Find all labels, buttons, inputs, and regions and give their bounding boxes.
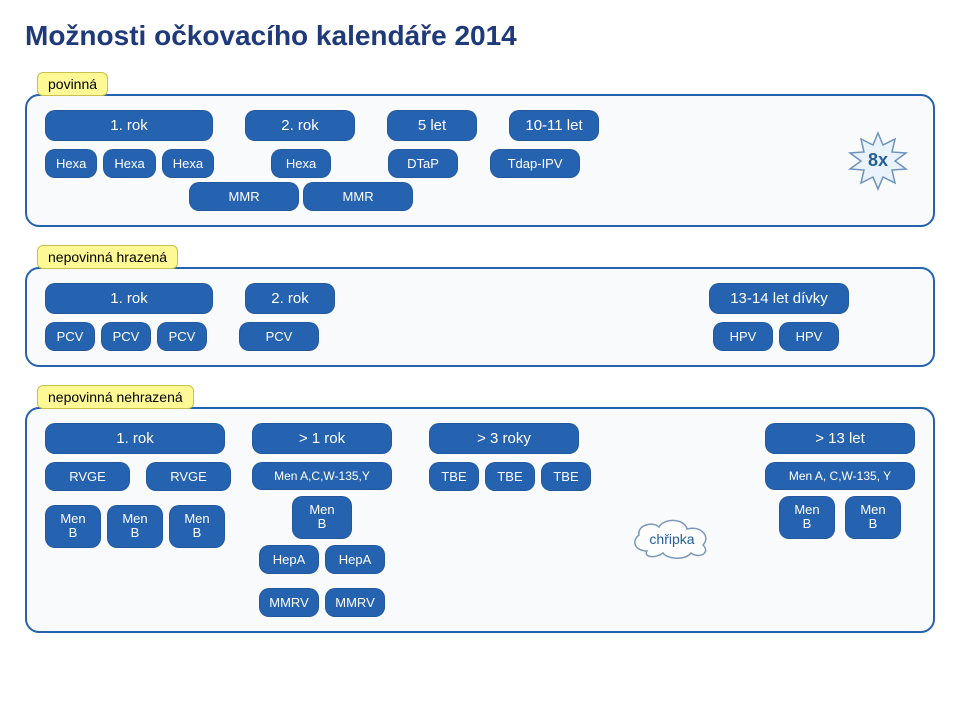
funded-items-row: PCV PCV PCV PCV HPV HPV [45, 322, 915, 351]
header-u-gt13: > 13 let [765, 423, 915, 454]
menb-5: Men B [779, 496, 835, 539]
menb-2: Men B [107, 505, 163, 548]
header-1rok: 1. rok [45, 110, 213, 141]
tbe-1: TBE [429, 462, 479, 491]
cloud-flu: chřipka [627, 517, 717, 559]
unfunded-header-row: 1. rok > 1 rok > 3 roky > 13 let [45, 423, 915, 454]
header-f-1rok: 1. rok [45, 283, 213, 314]
cloud-flu-text: chřipka [627, 519, 717, 559]
menb-4: Men B [292, 496, 352, 539]
funded-header-row: 1. rok 2. rok 13-14 let dívky [45, 283, 915, 314]
tbe-2: TBE [485, 462, 535, 491]
tbe-3: TBE [541, 462, 591, 491]
mmrv-2: MMRV [325, 588, 385, 617]
mandatory-header-row: 1. rok 2. rok 5 let 10-11 let [45, 110, 823, 141]
panel-mandatory: 1. rok 2. rok 5 let 10-11 let Hexa Hexa … [25, 94, 935, 227]
mandatory-items-row: Hexa Hexa Hexa Hexa MMR MMR DTaP Tdap-IP… [45, 149, 823, 211]
hexa-2: Hexa [103, 149, 155, 178]
header-u-1rok: 1. rok [45, 423, 225, 454]
hexa-4: Hexa [271, 149, 331, 178]
men-acwy-1: Men A,C,W-135,Y [252, 462, 392, 490]
page-title: Možnosti očkovacího kalendáře 2014 [25, 20, 935, 52]
header-u-gt3: > 3 roky [429, 423, 579, 454]
header-f-13-14: 13-14 let dívky [709, 283, 849, 314]
hexa-1: Hexa [45, 149, 97, 178]
panel-funded: 1. rok 2. rok 13-14 let dívky PCV PCV PC… [25, 267, 935, 367]
header-10-11let: 10-11 let [509, 110, 599, 141]
header-u-gt1: > 1 rok [252, 423, 392, 454]
menb-3: Men B [169, 505, 225, 548]
header-f-2rok: 2. rok [245, 283, 335, 314]
section-label-mandatory: povinná [37, 72, 108, 96]
section-label-unfunded: nepovinná nehrazená [37, 385, 194, 409]
hepa-1: HepA [259, 545, 319, 574]
panel-unfunded: 1. rok > 1 rok > 3 roky > 13 let RVGE RV… [25, 407, 935, 633]
pcv-3: PCV [157, 322, 207, 351]
mmr-1: MMR [189, 182, 299, 211]
pcv-2: PCV [101, 322, 151, 351]
menb-6: Men B [845, 496, 901, 539]
hexa-3: Hexa [162, 149, 214, 178]
pcv-4: PCV [239, 322, 319, 351]
starburst-8x: 8x [848, 131, 908, 191]
menb-1: Men B [45, 505, 101, 548]
section-label-funded: nepovinná hrazená [37, 245, 178, 269]
unfunded-items-row: RVGE RVGE Men B Men B Men B Men A,C,W-13… [45, 462, 915, 617]
tdap-ipv: Tdap-IPV [490, 149, 580, 178]
hepa-2: HepA [325, 545, 385, 574]
header-5let: 5 let [387, 110, 477, 141]
mmrv-1: MMRV [259, 588, 319, 617]
starburst-text: 8x [848, 131, 908, 191]
dtap: DTaP [388, 149, 458, 178]
hpv-2: HPV [779, 322, 839, 351]
rvge-2: RVGE [146, 462, 231, 491]
pcv-1: PCV [45, 322, 95, 351]
mmr-2: MMR [303, 182, 413, 211]
header-2rok: 2. rok [245, 110, 355, 141]
hpv-1: HPV [713, 322, 773, 351]
rvge-1: RVGE [45, 462, 130, 491]
men-acwy-2: Men A, C,W-135, Y [765, 462, 915, 490]
